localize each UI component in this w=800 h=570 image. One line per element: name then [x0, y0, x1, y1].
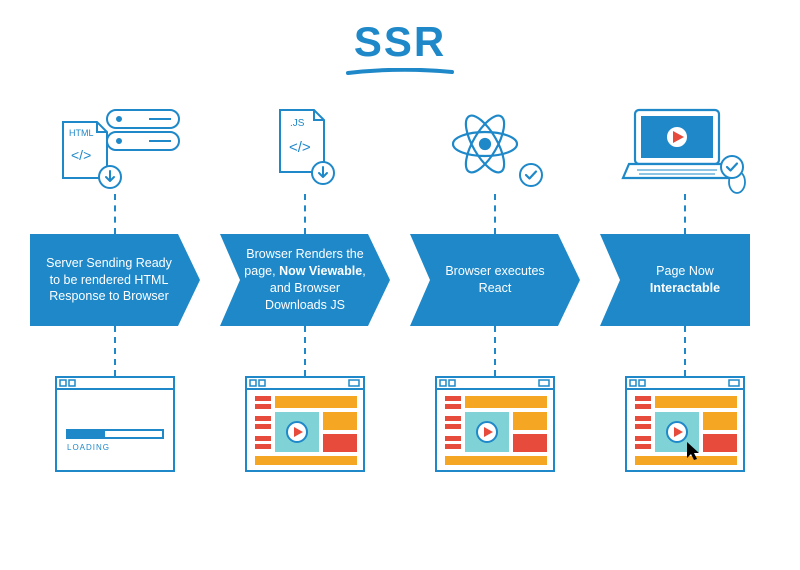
- flow-columns: HTML </> Server Sending Ready to be rend…: [0, 104, 800, 554]
- step-2-label: Browser Renders the page, Now Viewable, …: [220, 234, 390, 326]
- connector-top: [304, 194, 306, 234]
- js-download-icon: .JS </>: [220, 104, 390, 194]
- connector-bottom: [684, 326, 686, 376]
- step-3-text: Browser executes React: [420, 263, 558, 297]
- svg-text:HTML: HTML: [69, 128, 94, 138]
- svg-text:LOADING: LOADING: [67, 443, 110, 452]
- connector-top: [684, 194, 686, 234]
- connector-bottom: [304, 326, 306, 376]
- browser-loading: LOADING: [55, 376, 175, 472]
- svg-text:.JS: .JS: [290, 118, 305, 129]
- browser-interactable: [625, 376, 745, 472]
- browser-rendered-2: [435, 376, 555, 472]
- step-1: HTML </> Server Sending Ready to be rend…: [30, 104, 200, 554]
- html-server-icon: HTML </>: [30, 104, 200, 194]
- react-check-icon: [410, 104, 580, 194]
- laptop-ready-icon: [600, 104, 770, 194]
- browser-rendered-1: [245, 376, 365, 472]
- connector-top: [114, 194, 116, 234]
- connector-bottom: [494, 326, 496, 376]
- step-4: Page Now Interactable: [600, 104, 770, 554]
- svg-text:</>: </>: [71, 147, 91, 163]
- step-3-label: Browser executes React: [410, 234, 580, 326]
- step-4-label: Page Now Interactable: [600, 234, 770, 326]
- page-title: SSR: [0, 0, 800, 66]
- connector-top: [494, 194, 496, 234]
- title-underline: [345, 68, 455, 74]
- step-1-text: Server Sending Ready to be rendered HTML…: [40, 255, 178, 306]
- step-2-text: Browser Renders the page, Now Viewable, …: [230, 246, 368, 314]
- step-2: .JS </> Browser Renders the page, Now Vi…: [220, 104, 390, 554]
- svg-text:</>: </>: [289, 139, 311, 156]
- step-4-text: Page Now Interactable: [610, 263, 748, 297]
- connector-bottom: [114, 326, 116, 376]
- step-1-label: Server Sending Ready to be rendered HTML…: [30, 234, 200, 326]
- step-3: Browser executes React: [410, 104, 580, 554]
